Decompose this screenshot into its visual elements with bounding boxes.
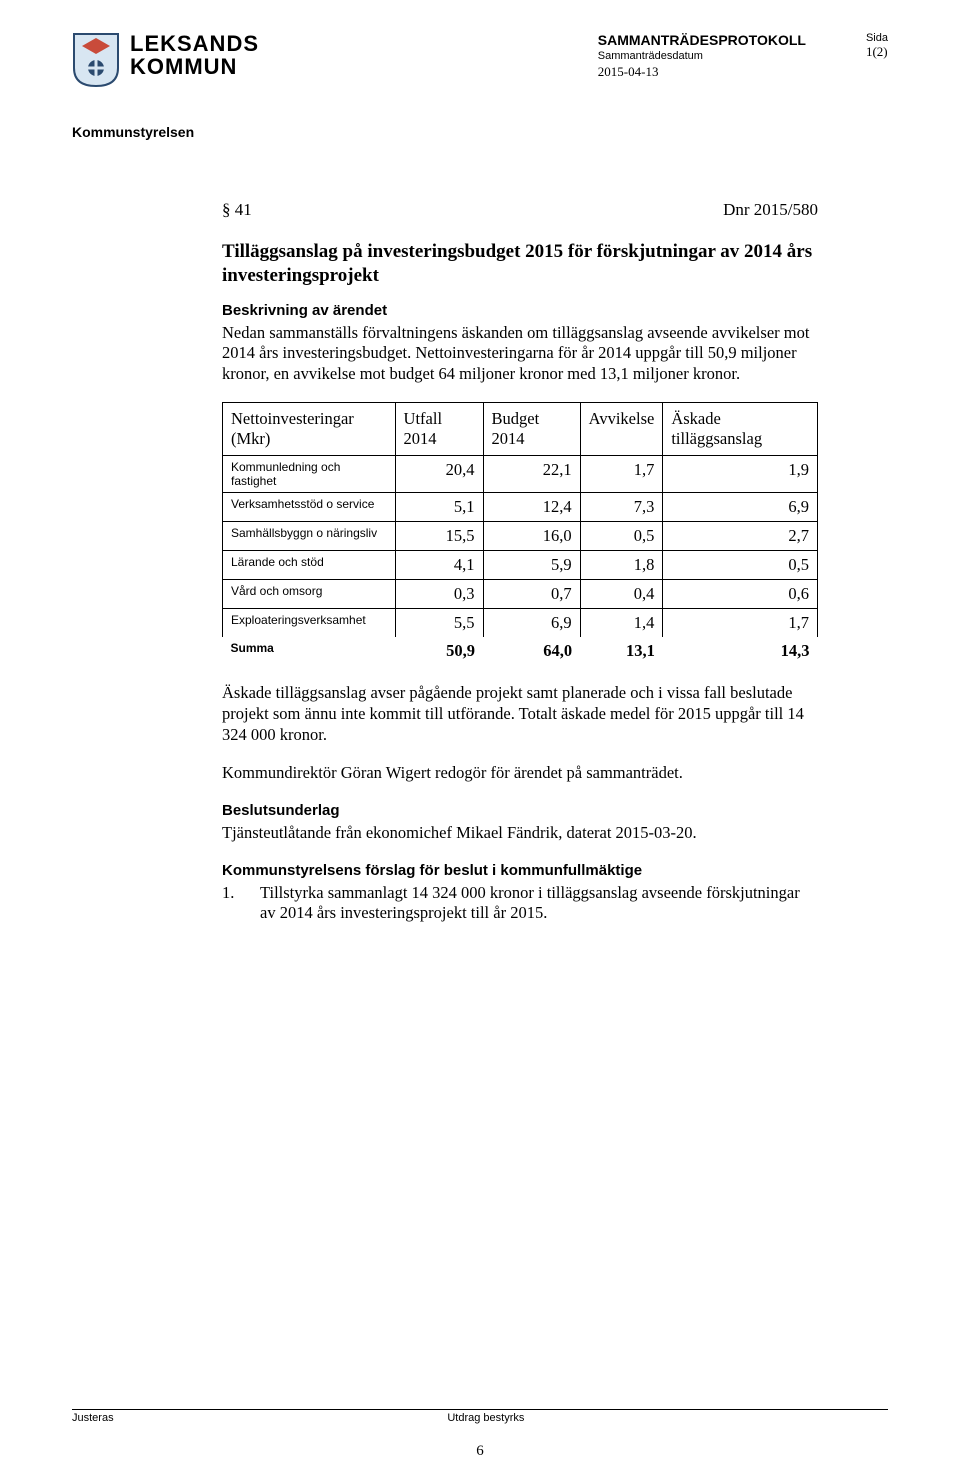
table-cell: 1,7 [663,609,818,638]
table-row: Samhällsbyggn o näringsliv15,516,00,52,7 [223,522,818,551]
table-header: Utfall 2014 [395,403,483,456]
table-row-label: Kommunledning och fastighet [223,456,396,493]
table-cell: 1,8 [580,551,663,580]
org-name-line1: LEKSANDS [130,32,259,55]
forslag-heading: Kommunstyrelsens förslag för beslut i ko… [222,862,818,879]
table-cell: 1,9 [663,456,818,493]
coat-of-arms-icon [72,32,120,88]
underlag-para: Tjänsteutlåtande från ekonomichef Mikael… [222,823,818,844]
table-cell: 1,7 [580,456,663,493]
table-cell: 0,6 [663,580,818,609]
table-cell: 0,5 [580,522,663,551]
table-cell: 2,7 [663,522,818,551]
table-sum-cell: 50,9 [395,637,483,665]
table-sum-cell: 13,1 [580,637,663,665]
table-header: Budget 2014 [483,403,580,456]
page-of: 1(2) [866,44,888,60]
table-row-label: Vård och omsorg [223,580,396,609]
org-name-line2: KOMMUN [130,55,259,78]
table-cell: 12,4 [483,493,580,522]
after-table-para2: Kommundirektör Göran Wigert redogör för … [222,763,818,784]
table-cell: 4,1 [395,551,483,580]
committee-name: Kommunstyrelsen [72,124,888,140]
doc-type: SAMMANTRÄDESPROTOKOLL [598,32,806,48]
table-row-label: Verksamhetsstöd o service [223,493,396,522]
table-sum-cell: 64,0 [483,637,580,665]
table-cell: 0,5 [663,551,818,580]
table-cell: 0,3 [395,580,483,609]
after-table-para1: Äskade tilläggsanslag avser pågående pro… [222,683,818,745]
forslag-item-text: Tillstyrka sammanlagt 14 324 000 kronor … [260,883,818,924]
table-cell: 5,5 [395,609,483,638]
underlag-heading: Beslutsunderlag [222,802,818,819]
sida-label: Sida [866,32,888,44]
table-row: Exploateringsverksamhet5,56,91,41,7 [223,609,818,638]
section-number: § 41 [222,200,252,220]
table-row: Kommunledning och fastighet20,422,11,71,… [223,456,818,493]
table-cell: 22,1 [483,456,580,493]
table-cell: 5,9 [483,551,580,580]
table-cell: 5,1 [395,493,483,522]
footer-right: Utdrag bestyrks [447,1412,888,1424]
org-logo-block: LEKSANDS KOMMUN [72,32,259,88]
table-cell: 20,4 [395,456,483,493]
table-sum-row: Summa50,964,013,114,3 [223,637,818,665]
table-cell: 1,4 [580,609,663,638]
table-cell: 16,0 [483,522,580,551]
footer-left: Justeras [72,1412,447,1424]
table-row-label: Lärande och stöd [223,551,396,580]
table-cell: 15,5 [395,522,483,551]
item-title: Tilläggsanslag på investeringsbudget 201… [222,240,818,288]
forslag-item-number: 1. [222,883,244,924]
table-header: Avvikelse [580,403,663,456]
description-heading: Beskrivning av ärendet [222,302,818,319]
table-row: Verksamhetsstöd o service5,112,47,36,9 [223,493,818,522]
table-cell: 0,7 [483,580,580,609]
table-cell: 6,9 [483,609,580,638]
table-row-label: Exploateringsverksamhet [223,609,396,638]
table-row-label: Samhällsbyggn o näringsliv [223,522,396,551]
investments-table: Nettoinvesteringar (Mkr)Utfall 2014Budge… [222,402,818,665]
table-header: Nettoinvesteringar (Mkr) [223,403,396,456]
description-paragraph: Nedan sammanställs förvaltningens äskand… [222,323,818,385]
table-cell: 6,9 [663,493,818,522]
table-cell: 0,4 [580,580,663,609]
doc-subtitle: Sammanträdesdatum [598,50,806,62]
table-row: Vård och omsorg0,30,70,40,6 [223,580,818,609]
table-row: Lärande och stöd4,15,91,80,5 [223,551,818,580]
page-number: 6 [0,1443,960,1460]
doc-date: 2015-04-13 [598,64,806,80]
table-header: Äskade tilläggsanslag [663,403,818,456]
table-cell: 7,3 [580,493,663,522]
table-sum-label: Summa [223,637,396,665]
table-sum-cell: 14,3 [663,637,818,665]
diary-number: Dnr 2015/580 [723,200,818,220]
